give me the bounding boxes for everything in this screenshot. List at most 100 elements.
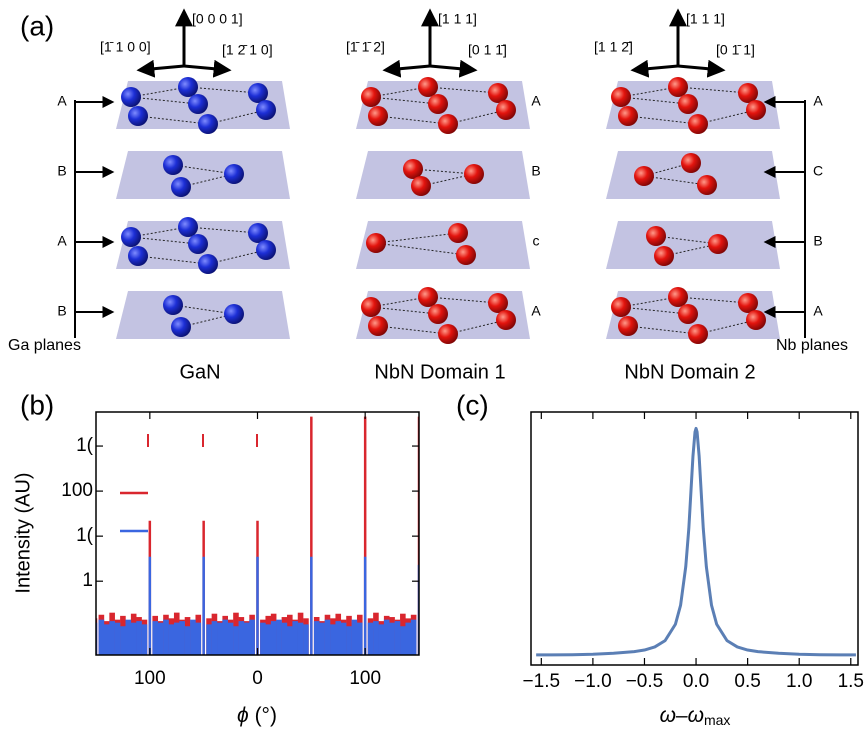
atom — [697, 175, 717, 195]
structure-name: NbN Domain 1 — [374, 361, 505, 383]
direction-label: [1̄ 1̄ 2] — [346, 39, 385, 55]
bond — [620, 96, 689, 105]
panel-label: (a) — [20, 10, 54, 41]
atom — [428, 304, 448, 324]
atom — [611, 297, 631, 317]
x-tick-label: −1.0 — [574, 671, 612, 692]
x-tick-label: 100 — [349, 668, 381, 689]
atom — [368, 106, 388, 126]
layer-label: A — [57, 233, 67, 249]
structure-name: GaN — [179, 361, 220, 383]
data — [96, 416, 419, 655]
plane — [606, 151, 780, 199]
direction-label: [1 1 1] — [438, 11, 477, 27]
x-tick-label: 0.0 — [683, 671, 709, 692]
atom — [456, 245, 476, 265]
panel-label: (b) — [20, 389, 54, 420]
atom — [224, 164, 244, 184]
axis-arrow — [183, 59, 232, 78]
atom — [618, 316, 638, 336]
atom — [171, 317, 191, 337]
atom — [678, 304, 698, 324]
direction-label: [0 1 1̄] — [468, 42, 507, 58]
bond — [375, 232, 459, 244]
x-axis-symbol: ϕ — [237, 704, 249, 727]
structure: A Bc A [1 1 1] [1̄ 1̄ 2] [0 1 1̄] NbN Domain 1 — [346, 8, 541, 383]
atom — [128, 106, 148, 126]
axis-arrow — [630, 59, 679, 78]
atom — [411, 176, 431, 196]
atom — [448, 223, 468, 243]
atom — [634, 166, 654, 186]
x-tick-label: 0.5 — [734, 671, 760, 692]
layer-label: A — [813, 93, 823, 109]
atom — [464, 164, 484, 184]
layer-label: B — [531, 163, 540, 179]
x-axis-label-main: ω–ω — [660, 704, 704, 727]
atom — [256, 100, 276, 120]
x-tick-label: 0 — [252, 668, 263, 689]
structure-name: NbN Domain 2 — [624, 361, 755, 383]
atom — [198, 254, 218, 274]
atom — [256, 240, 276, 260]
bond — [375, 242, 467, 256]
atom — [128, 246, 148, 266]
atom — [178, 77, 198, 97]
layer-label: B — [57, 303, 66, 319]
panel-c: (c) −1.5 −1.0 −0.5 0.0 0.5 1.0 1.5 ω–ωmax — [456, 389, 864, 727]
y-tick-label: 1( — [76, 435, 94, 456]
planes-label: Ga planes — [8, 337, 81, 354]
atom — [746, 100, 766, 120]
layer-label: c — [533, 233, 540, 249]
bond — [643, 175, 708, 186]
bond — [655, 235, 719, 245]
axis-arrow — [382, 59, 431, 78]
atom — [361, 87, 381, 107]
atom — [738, 83, 758, 103]
x-tick-label: 1.5 — [838, 671, 864, 692]
direction-label: [1 2̄ 1 0] — [222, 42, 273, 58]
axis-arrow — [677, 59, 726, 78]
axis-arrow — [136, 59, 185, 78]
atom — [198, 114, 218, 134]
bond — [370, 306, 439, 315]
atom — [681, 153, 701, 173]
plot-frame — [530, 411, 859, 666]
atom — [496, 310, 516, 330]
atom — [496, 100, 516, 120]
structure: A B A B [0 0 0 1] [1̄ 1 0 0] [1 2̄ 1 0] GaN — [57, 8, 290, 383]
layer-label: B — [813, 233, 822, 249]
x-axis-unit: (°) — [255, 704, 277, 727]
atom — [668, 77, 688, 97]
atom — [121, 227, 141, 247]
y-tick-label: 1( — [76, 525, 94, 546]
atom — [248, 83, 268, 103]
x-tick-label: −0.5 — [626, 671, 664, 692]
plane — [116, 151, 290, 199]
atom — [178, 217, 198, 237]
layer-label: A — [813, 303, 823, 319]
structure: A C B A [1 1 1] [1 1 2̄] [0 1̄ 1] NbN Domain 2 — [594, 8, 823, 383]
y-axis-label: Intensity (AU) — [12, 472, 34, 593]
plane — [116, 291, 290, 339]
panel-label: (c) — [456, 389, 489, 420]
atom — [163, 155, 183, 175]
atom — [366, 233, 386, 253]
x-tick-label: 100 — [134, 668, 166, 689]
planes-label: Nb planes — [776, 337, 848, 354]
atom — [688, 324, 708, 344]
x-axis-label-subscript: max — [704, 712, 730, 728]
atom — [438, 324, 458, 344]
layer-label: A — [57, 93, 67, 109]
axis-arrow — [429, 59, 478, 78]
atom — [418, 287, 438, 307]
plane — [356, 221, 530, 269]
atom — [438, 114, 458, 134]
direction-label: [1 1 1] — [686, 11, 725, 27]
atom — [738, 293, 758, 313]
layer-label: B — [57, 163, 66, 179]
layer-label: C — [813, 163, 823, 179]
atom — [188, 94, 208, 114]
